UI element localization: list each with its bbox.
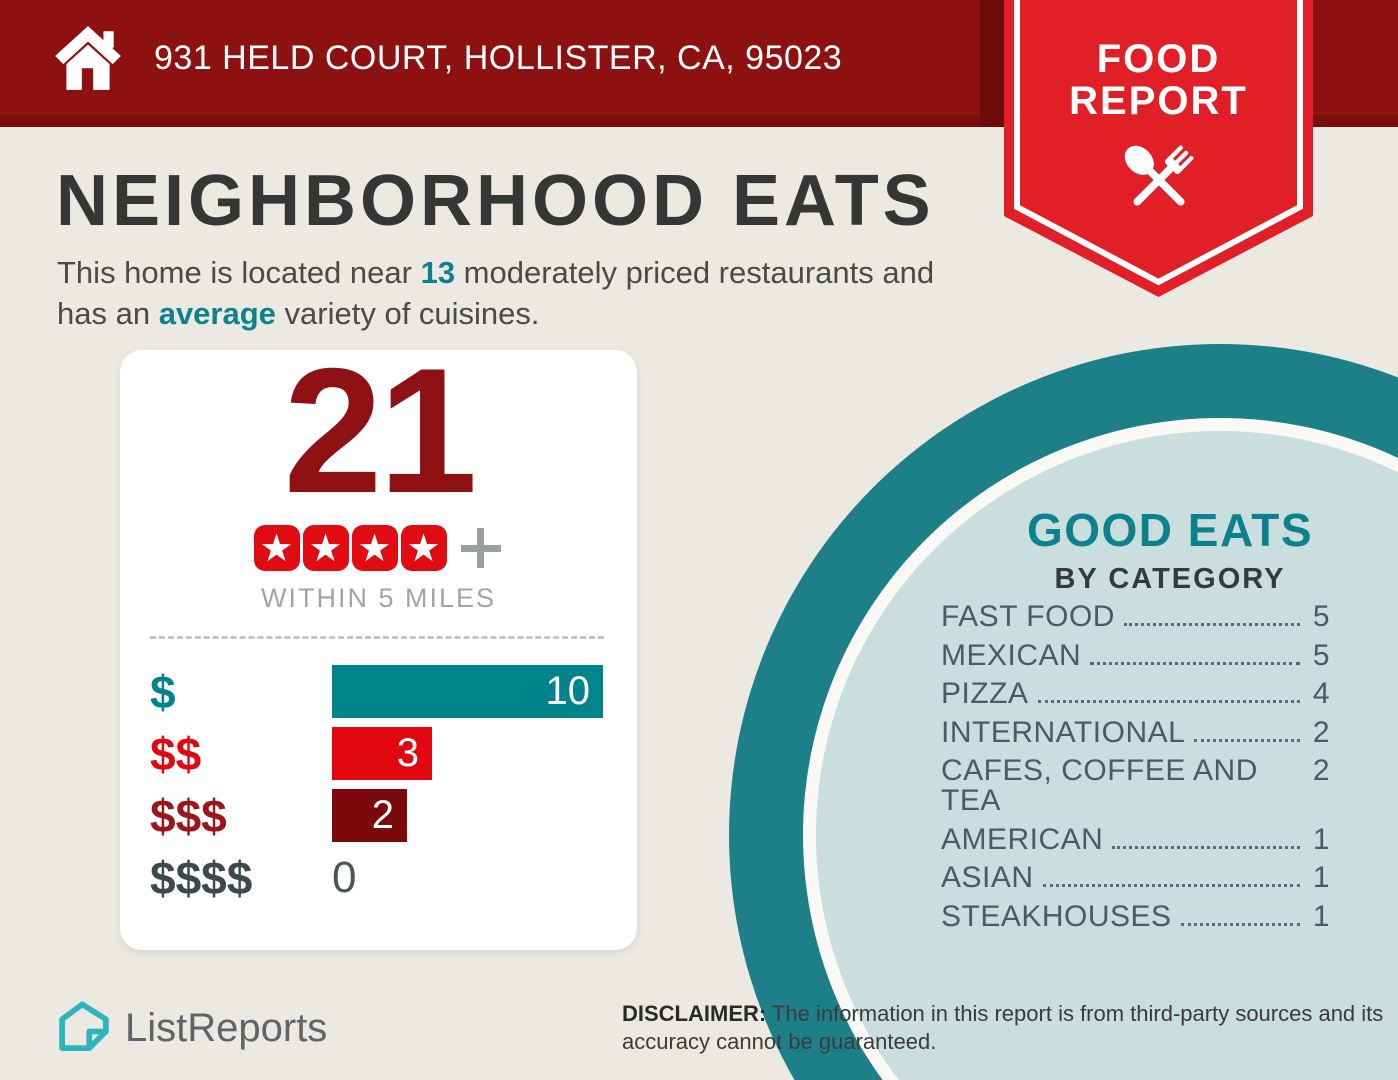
variety-highlight: average (158, 296, 276, 331)
star-rating-row: ★ ★ ★ ★ (120, 525, 637, 571)
cuisine-category-row: FAST FOOD 5 (941, 602, 1330, 632)
intro-subtitle: This home is located near 13 moderately … (57, 252, 934, 334)
price-tier-bar-chart: $10 $$ 3 $$$ 2 $$$$ 0 (150, 665, 604, 913)
disclaimer-body: The information in this report is from t… (622, 1001, 1384, 1054)
crossed-spoon-fork-icon (1124, 145, 1194, 206)
good-eats-title: GOOD EATS (1026, 504, 1314, 556)
cuisine-category-label: INTERNATIONAL (941, 715, 1186, 749)
restaurant-total-count: 21 (283, 331, 478, 530)
star-icon: ★ (400, 525, 447, 571)
subtitle-text: This home is located near (57, 255, 421, 290)
cuisine-category-label: MEXICAN (941, 638, 1082, 672)
cuisine-category-row: INTERNATIONAL 2 (941, 715, 1330, 749)
price-tier-zero-value: 0 (332, 852, 357, 902)
star-icon: ★ (302, 525, 349, 571)
subtitle-text: moderately priced restaurants and (455, 255, 935, 290)
dashed-divider (150, 636, 604, 639)
cuisine-category-row: ASIAN 1 (941, 863, 1330, 893)
price-tier-row: $$$ 2 (150, 789, 604, 842)
cuisine-category-count: 4 (1312, 677, 1330, 710)
cuisine-category-list: FAST FOOD 5 MEXICAN 5 PIZZA 4 INTERNATIONAL 2 CA… (941, 602, 1330, 940)
cuisine-category-count: 5 (1312, 600, 1330, 633)
within-miles-label: WITHIN 5 MILES (260, 583, 497, 613)
ribbon-shape (1004, 0, 1313, 297)
cuisine-category-label: FAST FOOD (941, 600, 1115, 633)
cuisine-category-count: 2 (1312, 715, 1330, 749)
listreports-wordmark: ListReports (125, 1005, 328, 1050)
plus-icon (458, 525, 504, 571)
cuisine-category-count: 2 (1312, 754, 1330, 787)
cuisine-category-row: PIZZA 4 (941, 679, 1330, 709)
dotted-leader (1112, 845, 1300, 849)
dotted-leader (1180, 922, 1300, 926)
price-tier-label: $ (150, 665, 176, 718)
cuisine-category-label: AMERICAN (941, 822, 1104, 856)
restaurant-count-highlight: 13 (420, 255, 456, 290)
disclaimer-label: DISCLAIMER: (622, 1001, 767, 1026)
subtitle-text: has an (57, 296, 159, 331)
cuisine-category-row: AMERICAN 1 (941, 822, 1330, 856)
good-eats-subtitle: BY CATEGORY (1054, 563, 1286, 595)
cuisine-category-row: STEAKHOUSES 1 (941, 899, 1330, 933)
cuisine-category-label: STEAKHOUSES (941, 899, 1172, 933)
food-report-ribbon: FOOD REPORT (1004, 0, 1313, 300)
cuisine-category-count: 5 (1312, 638, 1330, 672)
cuisine-category-count: 1 (1312, 822, 1330, 856)
price-tier-bar: 3 (332, 727, 432, 780)
cuisine-category-label: CAFES, COFFEE AND TEA (941, 754, 1258, 817)
price-tier-bar: 2 (332, 789, 407, 842)
cuisine-category-label: PIZZA (941, 677, 1029, 710)
ribbon-title-line2: REPORT (1069, 79, 1248, 123)
page-title: NEIGHBORHOOD EATS (56, 161, 935, 241)
price-tier-bar: 10 (332, 665, 603, 718)
star-icon: ★ (253, 525, 300, 571)
price-tier-label: $$ (150, 727, 202, 780)
ribbon-fold-shadow (980, 0, 1004, 127)
subtitle-text: variety of cuisines. (275, 296, 540, 331)
cuisine-category-row: CAFES, COFFEE AND TEA 2 (941, 756, 1330, 816)
dotted-leader (1194, 738, 1300, 742)
good-eats-heading: GOOD EATS BY CATEGORY (970, 503, 1370, 596)
price-tier-label: $$$$ (150, 851, 253, 904)
listreports-logo-icon (59, 1001, 109, 1051)
dotted-leader (1037, 700, 1300, 703)
cuisine-category-count: 1 (1312, 899, 1330, 933)
dotted-leader (1042, 884, 1300, 887)
listreports-brand: ListReports (56, 1000, 327, 1056)
house-icon (55, 25, 121, 90)
price-tier-row: $$ 3 (150, 727, 604, 780)
price-tier-row: $$$$ 0 (150, 851, 604, 904)
ribbon-title: FOOD REPORT (1004, 38, 1313, 122)
cuisine-category-row: MEXICAN 5 (941, 638, 1330, 672)
dotted-leader (1090, 661, 1300, 665)
price-tier-label: $$$ (150, 789, 227, 842)
property-address: 931 HELD COURT, HOLLISTER, CA, 95023 (154, 39, 843, 77)
disclaimer-text: DISCLAIMER: The information in this repo… (622, 1000, 1398, 1056)
cuisine-category-count: 1 (1312, 861, 1330, 894)
star-icon: ★ (351, 525, 398, 571)
ribbon-title-line1: FOOD (1096, 37, 1221, 81)
cuisine-category-label: ASIAN (941, 861, 1034, 894)
dotted-leader (1123, 623, 1300, 626)
restaurant-summary-card: 21 ★ ★ ★ ★ WITHIN 5 MILES $10 $$ 3 $$$ 2 $$$$ 0 (120, 342, 637, 950)
price-tier-row: $10 (150, 665, 604, 718)
